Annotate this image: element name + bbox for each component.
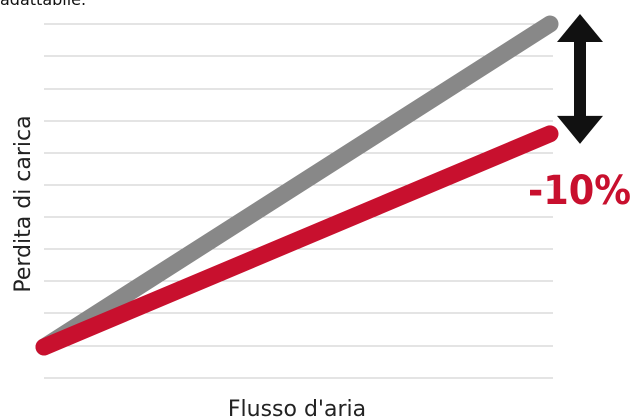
arrow-head-down: [557, 115, 603, 144]
percent-annotation: -10%: [528, 168, 631, 214]
arrow-shaft: [574, 38, 586, 120]
chart-series: [35, 15, 559, 356]
x-axis-label: Flusso d'aria: [228, 397, 366, 418]
difference-arrow: [557, 14, 603, 144]
arrow-head-up: [557, 14, 603, 42]
y-axis-label: Perdita di carica: [11, 115, 36, 292]
series-line-1: [35, 125, 559, 356]
chart-gridlines: [44, 23, 553, 379]
series-line-0: [35, 15, 559, 356]
clipped-intro-text: adattabile.: [0, 0, 86, 9]
